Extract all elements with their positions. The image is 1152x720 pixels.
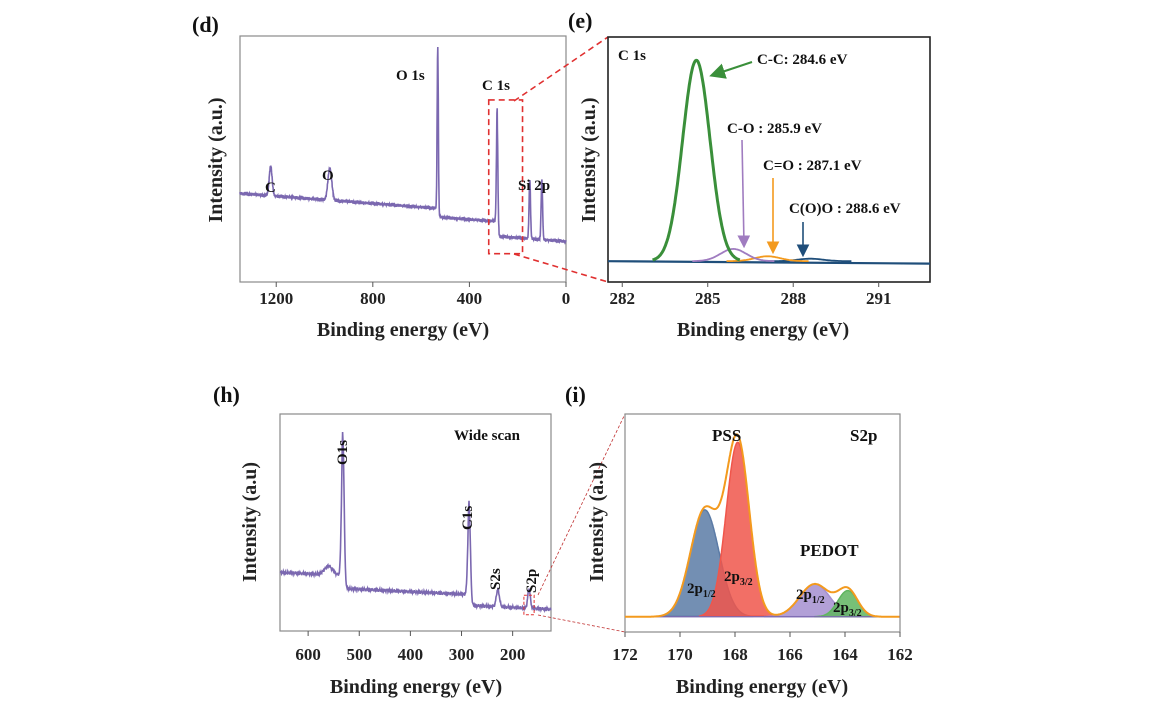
x-tick-label: 288 <box>780 289 806 308</box>
panel-d-zoom-box <box>487 99 524 255</box>
panel-e-x-ticks: 282 285 288 291 <box>609 282 891 308</box>
panel-i-xlabel: Binding energy (eV) <box>676 676 848 698</box>
panel-e-title: C 1s <box>618 48 646 64</box>
panel-h-xlabel: Binding energy (eV) <box>330 676 502 698</box>
arrow-co <box>737 139 751 249</box>
x-tick-label: 164 <box>832 645 858 664</box>
panel-i-annotation: S2p <box>850 426 877 445</box>
component-label-pss-2p12: 2p1/2 <box>687 581 716 600</box>
peak-label-o: O <box>322 168 334 184</box>
component-curve <box>769 257 852 263</box>
component-curve <box>726 255 809 262</box>
panel-d-x-ticks: 1200 800 400 0 <box>259 282 570 308</box>
peak-label-c1s: C 1s <box>482 78 510 94</box>
panel-d-spectrum-line <box>239 46 567 246</box>
panel-i-components <box>625 441 900 618</box>
panel-h: (h) 600 500 400 300 200 Binding energy (eV) … <box>213 382 552 698</box>
panel-d: (d) 1200 800 400 0 Binding energy (eV) Inte… <box>192 12 570 341</box>
component-curve <box>692 247 775 262</box>
x-tick-label: 291 <box>866 289 892 308</box>
component-label-pedot-2p32: 2p3/2 <box>833 600 862 619</box>
x-tick-label: 500 <box>347 645 373 664</box>
panel-i: (i) 172 170 168 166 164 162 Binding energy (e… <box>565 382 913 698</box>
panel-i-x-ticks: 172 170 168 166 164 162 <box>612 632 913 664</box>
panel-e: (e) C 1s 282 285 288 291 Binding energy (eV… <box>568 8 931 341</box>
panel-i-frame <box>624 413 901 633</box>
x-tick-label: 282 <box>609 289 635 308</box>
component-label-cc: C-C: 284.6 eV <box>757 52 848 68</box>
component-label-co: C-O : 285.9 eV <box>727 121 822 137</box>
x-tick-label: 300 <box>449 645 475 664</box>
panel-h-zoom-box <box>523 594 535 616</box>
panel-e-ylabel: Intensity (a.u.) <box>578 97 600 222</box>
x-tick-label: 200 <box>500 645 526 664</box>
panel-h-x-ticks: 600 500 400 300 200 <box>295 631 525 664</box>
x-tick-label: 162 <box>887 645 913 664</box>
panel-h-annotation: Wide scan <box>454 428 521 444</box>
panel-d-frame <box>239 35 567 283</box>
panel-e-components <box>607 58 931 265</box>
group-label-pss: PSS <box>712 426 741 445</box>
group-label-pedot: PEDOT <box>800 541 859 560</box>
component-label-coo: C(O)O : 288.6 eV <box>789 201 901 217</box>
zoom-connector-top-hi <box>537 413 626 596</box>
panel-h-frame <box>279 413 552 632</box>
component-label-pss-2p32: 2p3/2 <box>724 569 753 588</box>
baseline-line <box>607 260 931 265</box>
panel-e-label: (e) <box>568 8 592 33</box>
peak-label-s2p-h: S2p <box>524 569 540 593</box>
panel-i-envelope-line <box>625 433 900 618</box>
panel-i-ylabel: Intensity (a.u) <box>586 462 608 582</box>
x-tick-label: 600 <box>295 645 321 664</box>
panel-h-ylabel: Intensity (a.u) <box>239 462 261 582</box>
panel-e-xlabel: Binding energy (eV) <box>677 319 849 341</box>
x-tick-label: 166 <box>777 645 803 664</box>
x-tick-label: 1200 <box>259 289 293 308</box>
x-tick-label: 168 <box>722 645 748 664</box>
x-tick-label: 800 <box>360 289 386 308</box>
x-tick-label: 0 <box>562 289 571 308</box>
component-curve <box>652 58 741 262</box>
zoom-connector-top-de <box>513 36 609 102</box>
panel-i-label: (i) <box>565 382 586 407</box>
peak-label-s2s-h: S2s <box>488 568 504 590</box>
panel-d-ylabel: Intensity (a.u.) <box>205 97 227 222</box>
zoom-connector-bottom-de <box>513 253 609 283</box>
peak-label-o1s: O 1s <box>396 68 425 84</box>
panel-e-frame <box>607 36 931 283</box>
component-label-pedot-2p12: 2p1/2 <box>796 587 825 606</box>
panel-d-label: (d) <box>192 12 219 37</box>
peak-label-o1s-h: O1s <box>335 440 351 465</box>
component-label-c-double-o: C=O : 287.1 eV <box>763 158 862 174</box>
peak-label-si2p: Si 2p <box>518 178 550 194</box>
peak-label-c: C <box>265 180 276 196</box>
peak-label-c1s-h: C1s <box>460 506 476 530</box>
x-tick-label: 285 <box>695 289 721 308</box>
panel-d-xlabel: Binding energy (eV) <box>317 319 489 341</box>
panel-h-spectrum-line <box>279 431 552 614</box>
x-tick-label: 400 <box>398 645 424 664</box>
x-tick-label: 400 <box>457 289 483 308</box>
x-tick-label: 172 <box>612 645 638 664</box>
x-tick-label: 170 <box>667 645 693 664</box>
panel-h-label: (h) <box>213 382 240 407</box>
arrow-cc <box>709 61 753 79</box>
